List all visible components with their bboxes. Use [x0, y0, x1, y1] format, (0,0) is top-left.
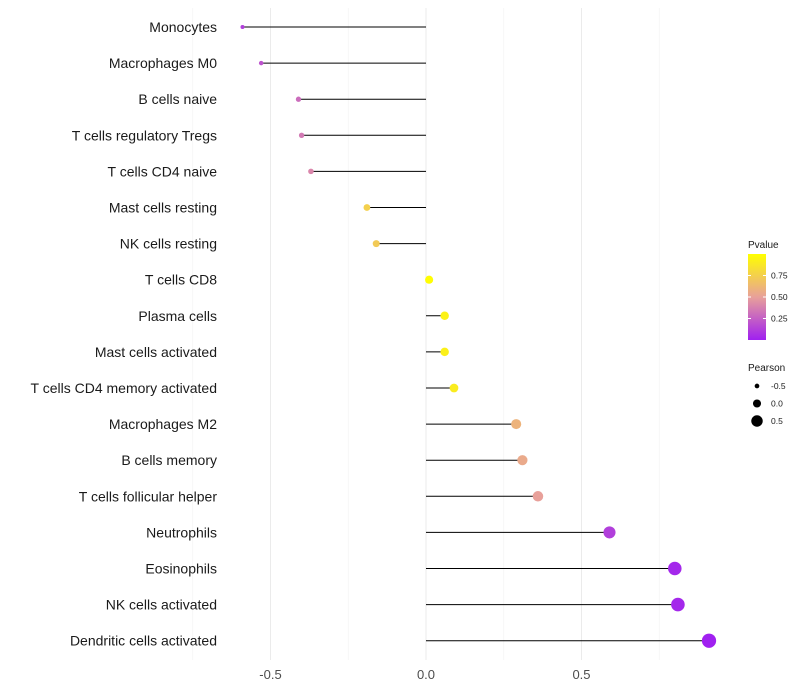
data-point	[440, 311, 449, 321]
pvalue-legend: Pvalue 0.25 0.50 0.75	[748, 240, 788, 340]
category-label: B cells naive	[138, 91, 217, 107]
points	[240, 24, 717, 648]
x-tick-label: 0.0	[417, 667, 435, 682]
data-point	[701, 633, 717, 648]
pearson-legend-label: 0.5	[771, 416, 783, 426]
category-label: T cells follicular helper	[79, 488, 218, 504]
pvalue-tick-label: 0.25	[771, 314, 788, 324]
data-point	[511, 419, 522, 430]
category-label: B cells memory	[121, 452, 217, 468]
category-label: T cells CD4 memory activated	[31, 380, 217, 396]
data-point	[308, 168, 314, 175]
data-point	[240, 24, 245, 30]
category-label: Macrophages M0	[109, 55, 217, 71]
category-label: Neutrophils	[146, 524, 217, 540]
pearson-legend-label: -0.5	[771, 381, 786, 391]
pearson-legend-label: 0.0	[771, 399, 783, 409]
x-tick-label: 0.5	[572, 667, 590, 682]
gridlines	[192, 8, 660, 660]
pvalue-colorbar	[748, 254, 766, 340]
x-axis-ticks: -0.5 0.0 0.5	[259, 667, 590, 682]
stems	[242, 26, 710, 642]
category-label: Macrophages M2	[109, 416, 217, 432]
pearson-legend-title: Pearson	[748, 363, 785, 374]
category-label: Mast cells resting	[109, 200, 217, 216]
category-label: NK cells activated	[106, 597, 217, 613]
category-label: Dendritic cells activated	[70, 633, 217, 649]
pvalue-tick-label: 0.75	[771, 271, 788, 281]
category-label: T cells CD8	[145, 272, 217, 288]
x-tick-label: -0.5	[259, 667, 281, 682]
data-point	[532, 491, 544, 502]
pvalue-legend-ticks: 0.25 0.50 0.75	[748, 271, 788, 324]
pearson-legend-key	[751, 415, 763, 427]
data-point	[440, 347, 449, 357]
category-label: T cells CD4 naive	[108, 163, 218, 179]
pearson-legend-items: -0.5 0.0 0.5	[751, 381, 786, 427]
pvalue-legend-title: Pvalue	[748, 240, 779, 251]
data-point	[668, 561, 682, 576]
category-labels: Monocytes Macrophages M0 B cells naive T ce…	[31, 19, 218, 649]
category-label: NK cells resting	[120, 236, 217, 252]
category-label: Eosinophils	[145, 561, 217, 577]
data-point	[298, 132, 305, 138]
data-point	[363, 204, 371, 211]
pvalue-tick-label: 0.50	[771, 292, 788, 302]
data-point	[425, 275, 434, 284]
data-point	[517, 455, 528, 466]
category-label: Plasma cells	[138, 308, 217, 324]
category-label: Mast cells activated	[95, 344, 217, 360]
category-label: Monocytes	[149, 19, 217, 35]
category-label: T cells regulatory Tregs	[72, 127, 217, 143]
data-point	[372, 240, 380, 248]
pearson-legend-key	[752, 399, 762, 408]
data-point	[603, 526, 616, 539]
pearson-legend: Pearson -0.5 0.0 0.5	[748, 363, 786, 427]
pearson-legend-key	[754, 383, 760, 389]
data-point	[449, 383, 459, 393]
data-point	[258, 60, 264, 66]
data-point	[295, 96, 302, 102]
data-point	[671, 597, 685, 612]
